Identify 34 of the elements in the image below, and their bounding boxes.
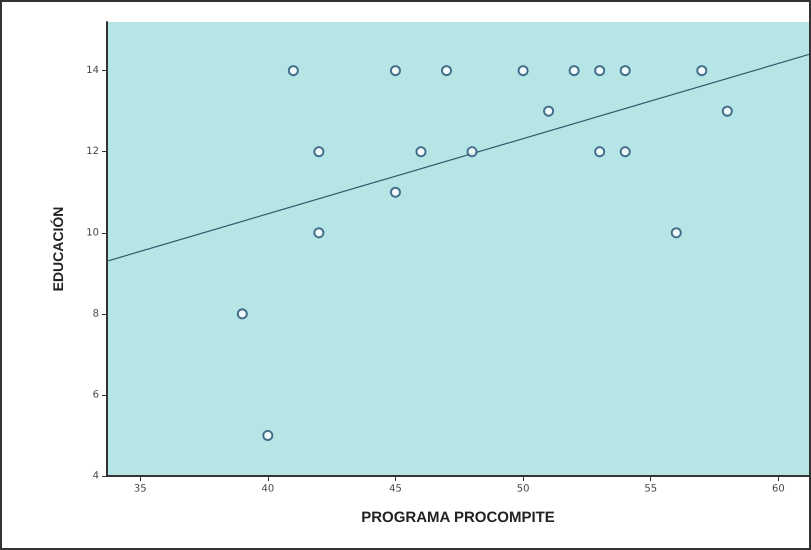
point [390,186,401,198]
y-tick-label: 4 [92,470,99,482]
point [594,146,606,158]
y-tick-label: 6 [92,389,99,400]
x-tick-label: 60 [772,484,785,494]
point [288,65,299,76]
x-tick-label: 40 [261,484,274,494]
x-tick-label: 55 [644,484,658,494]
y-tick-label: 12 [86,146,99,158]
y-tick-label: 14 [86,65,99,76]
point [262,430,274,441]
point [620,65,631,76]
x-tick-label: 45 [389,484,402,494]
point [466,146,478,158]
point [696,65,708,76]
point [670,227,682,238]
x-axis-title: PROGRAMA PROCOMPITE [361,509,555,526]
point [441,65,452,76]
point [568,65,580,76]
x-tick-label: 50 [516,484,530,494]
point [390,65,401,76]
point [594,65,606,76]
y-tick-label: 10 [86,227,99,238]
point [313,227,324,238]
point [543,106,554,117]
x-tick-label: 35 [134,484,147,494]
point [236,308,248,320]
y-tick-label: 8 [92,308,99,320]
y-axis-title: EDUCACIÓN [50,206,66,292]
point [620,146,631,158]
point [415,146,426,158]
point [518,65,529,76]
point [722,106,733,117]
point [313,146,324,158]
